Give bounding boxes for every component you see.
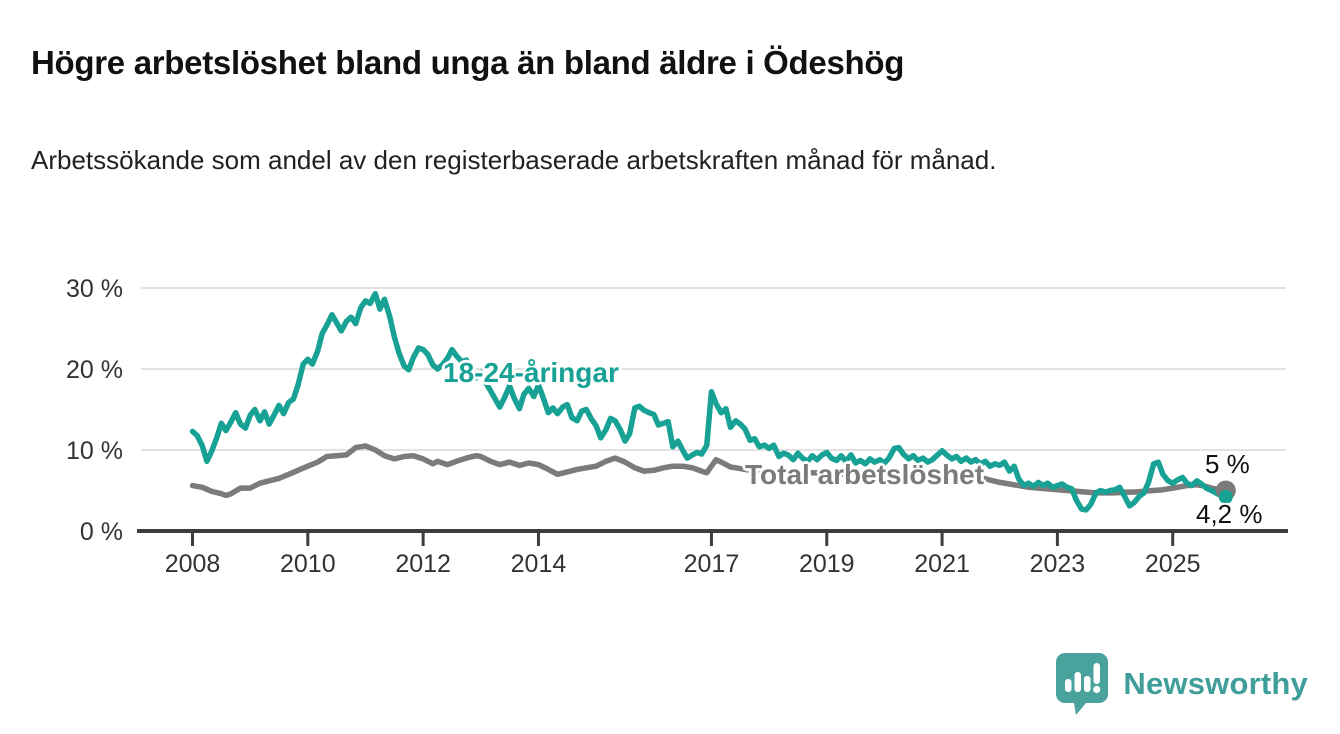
x-tick-label: 2012 [395, 550, 451, 578]
series-label-youth: 18-24-åringar [443, 357, 619, 388]
y-tick-label: 10 % [66, 437, 123, 465]
y-tick-label: 30 % [66, 275, 123, 303]
x-tick-label: 2021 [914, 550, 970, 578]
newsworthy-logo[interactable]: Newsworthy [1055, 652, 1308, 716]
newsworthy-speech-bubble-bar-chart-icon [1056, 653, 1109, 715]
series-label-total: Total arbetslöshet [745, 459, 985, 490]
x-tick-label: 2008 [165, 550, 221, 578]
end-value-label-youth: 4,2 % [1196, 499, 1263, 529]
y-tick-label: 20 % [66, 356, 123, 384]
x-tick-label: 2025 [1145, 550, 1201, 578]
x-tick-label: 2014 [511, 550, 567, 578]
x-tick-label: 2017 [684, 550, 740, 578]
x-tick-label: 2023 [1030, 550, 1086, 578]
chart-subtitle: Arbetssökande som andel av den registerb… [31, 145, 997, 175]
brand-name: Newsworthy [1123, 666, 1308, 701]
series-line-youth [189, 290, 1229, 513]
page-title: Högre arbetslöshet bland unga än bland ä… [31, 44, 905, 81]
x-tick-label: 2019 [799, 550, 855, 578]
series-line-total [189, 443, 1229, 499]
x-tick-label: 2010 [280, 550, 336, 578]
series-end-dot [1218, 490, 1233, 504]
y-tick-label: 0 % [80, 518, 123, 546]
end-value-label-total: 5 % [1205, 449, 1250, 479]
